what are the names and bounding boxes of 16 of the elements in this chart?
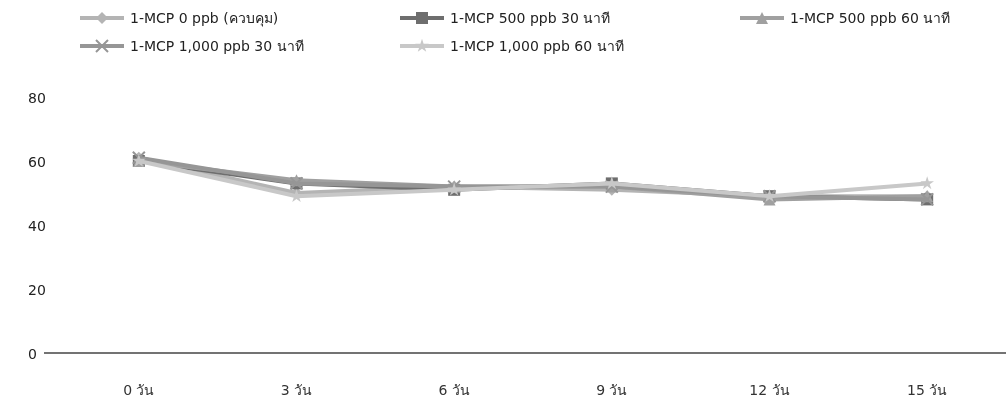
y-tick-label: 40 <box>28 218 46 234</box>
x-tick-label: 0 วัน <box>123 382 155 398</box>
legend-label: 1-MCP 500 ppb 60 นาที <box>790 10 951 26</box>
x-tick-label: 9 วัน <box>596 382 628 398</box>
legend-label: 1-MCP 500 ppb 30 นาที <box>450 10 611 26</box>
x-tick-label: 12 วัน <box>749 382 790 398</box>
legend-label: 1-MCP 0 ppb (ควบคุม) <box>130 10 279 27</box>
legend-label: 1-MCP 1,000 ppb 60 นาที <box>450 38 624 54</box>
y-tick-label: 0 <box>28 346 37 362</box>
y-tick-label: 80 <box>28 90 46 106</box>
y-tick-label: 60 <box>28 154 46 170</box>
x-tick-label: 6 วัน <box>438 382 470 398</box>
legend-label: 1-MCP 1,000 ppb 30 นาที <box>130 38 304 54</box>
x-tick-label: 3 วัน <box>280 382 313 398</box>
y-tick-label: 20 <box>28 282 46 298</box>
x-tick-label: 15 วัน <box>907 382 948 398</box>
